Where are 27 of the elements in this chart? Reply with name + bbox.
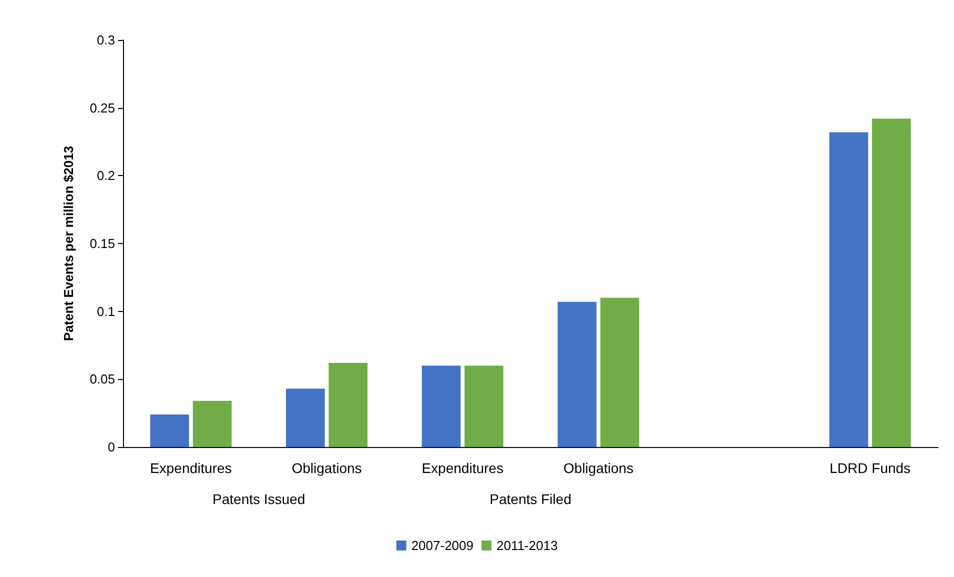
y-tick-label: 0.2 bbox=[96, 168, 115, 184]
bar bbox=[872, 118, 911, 447]
text: Patents Issued bbox=[212, 491, 306, 507]
x-tick-label: LDRD Funds bbox=[830, 460, 911, 476]
x-tick-label: Expenditures bbox=[422, 460, 504, 476]
bar bbox=[422, 366, 461, 447]
y-tick-label: 0.15 bbox=[90, 236, 115, 251]
x-tick-label: Obligations bbox=[563, 460, 634, 476]
y-tick-label: 0.05 bbox=[90, 372, 115, 387]
y-axis-title: Patent Events per million $2013 bbox=[61, 146, 76, 342]
bar bbox=[558, 302, 596, 447]
legend-label: 2007-2009 bbox=[411, 538, 474, 553]
bar bbox=[192, 400, 232, 447]
y-tick-label: 0.1 bbox=[96, 304, 115, 319]
bar bbox=[600, 298, 640, 447]
bar bbox=[150, 414, 189, 447]
bar bbox=[328, 362, 368, 447]
text: Patents Filed bbox=[490, 491, 572, 507]
bar bbox=[286, 388, 325, 447]
y-tick-label: 0.25 bbox=[90, 100, 115, 116]
bar bbox=[829, 132, 868, 447]
y-tick-label: 0 bbox=[108, 440, 115, 454]
y-tick-label: 0.3 bbox=[96, 32, 115, 48]
x-tick-label: Expenditures bbox=[150, 460, 232, 476]
bar bbox=[464, 366, 504, 447]
legend-label: 2011-2013 bbox=[496, 538, 558, 553]
x-tick-label: Obligations bbox=[292, 460, 362, 476]
